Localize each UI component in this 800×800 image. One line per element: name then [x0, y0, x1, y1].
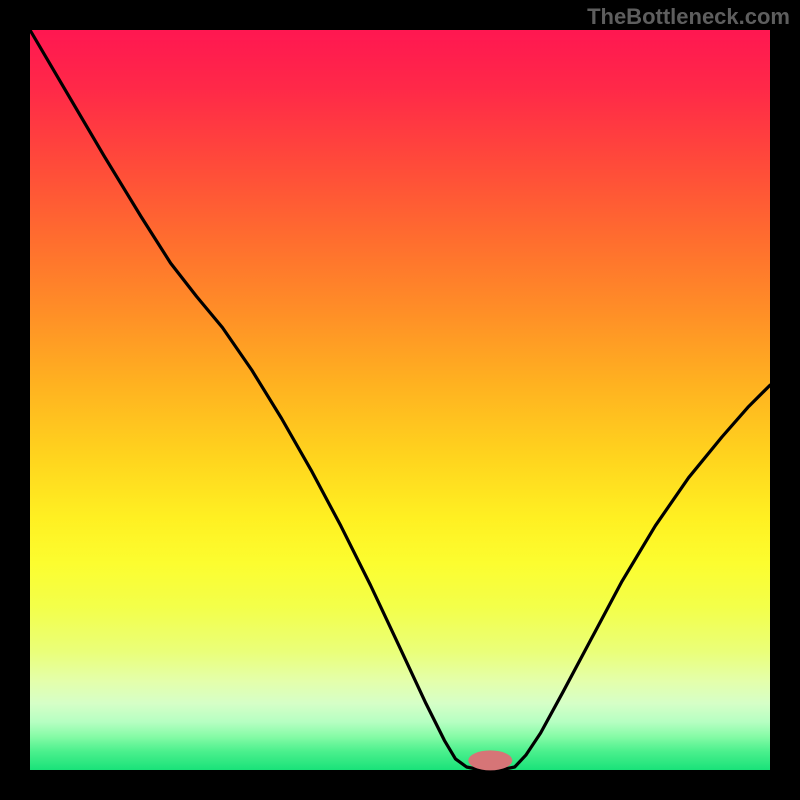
watermark-text: TheBottleneck.com: [587, 4, 790, 30]
bottleneck-chart: [0, 0, 800, 800]
optimal-marker: [468, 750, 512, 770]
chart-container: { "watermark": "TheBottleneck.com", "cha…: [0, 0, 800, 800]
plot-background: [30, 30, 770, 770]
